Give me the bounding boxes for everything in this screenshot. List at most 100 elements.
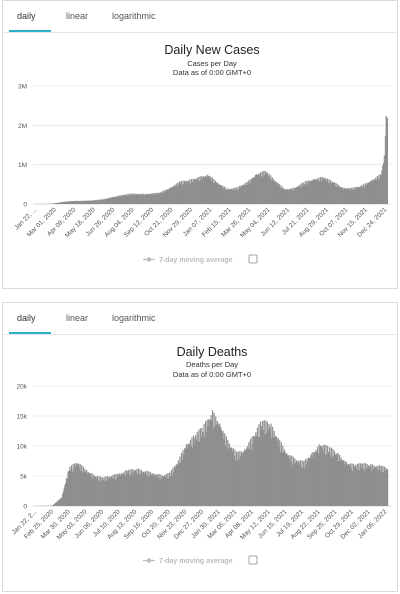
bar [313, 451, 315, 506]
bar [199, 428, 201, 506]
bar [241, 185, 243, 204]
bar [366, 464, 368, 506]
bar [271, 177, 273, 204]
bar [352, 187, 354, 204]
bar [224, 445, 227, 506]
bar [93, 200, 95, 204]
bar [104, 481, 106, 506]
bar [383, 466, 386, 506]
bar [227, 440, 229, 506]
bar [99, 476, 102, 506]
bar [189, 179, 191, 204]
bar [322, 179, 324, 204]
bar [343, 460, 345, 506]
bar [296, 461, 298, 506]
tab-linear[interactable]: linear [66, 313, 89, 323]
bar [198, 429, 200, 506]
bar [303, 461, 305, 506]
bar [147, 477, 149, 506]
bar [132, 469, 134, 506]
bar [119, 476, 121, 506]
bar [253, 176, 255, 204]
bar [358, 463, 360, 506]
bar [85, 200, 88, 204]
tab-daily[interactable]: daily [17, 11, 36, 21]
bar [133, 194, 135, 204]
bar [304, 181, 306, 204]
bar [384, 470, 386, 506]
bar [167, 189, 169, 204]
bar [337, 186, 339, 204]
bar [316, 452, 318, 506]
legend-label: 7-day moving average [159, 558, 233, 565]
bar [386, 117, 388, 204]
bar [126, 473, 129, 506]
bar [108, 476, 110, 506]
bar [150, 193, 152, 204]
bar [224, 190, 226, 204]
bar [131, 195, 133, 204]
bar [139, 469, 141, 506]
bar [150, 194, 153, 204]
bar [186, 447, 188, 506]
bar [193, 180, 195, 204]
bar [316, 178, 318, 204]
bar [129, 194, 132, 204]
bar [387, 469, 389, 506]
bar [331, 458, 333, 506]
bar [99, 199, 101, 204]
bar [368, 466, 371, 506]
legend[interactable]: 7-day moving average [143, 555, 258, 565]
tab-logarithmic[interactable]: logarithmic [112, 313, 156, 323]
tab-daily[interactable]: daily [17, 313, 36, 323]
bar [71, 471, 73, 506]
bar [54, 502, 57, 506]
bar [129, 469, 131, 506]
bar [195, 439, 198, 506]
bar [75, 200, 77, 204]
bar [365, 185, 367, 204]
bar [138, 194, 141, 204]
bar [382, 465, 384, 506]
bar [326, 181, 328, 204]
bar [140, 473, 142, 506]
tab-logarithmic[interactable]: logarithmic [112, 11, 156, 21]
bar [266, 172, 269, 204]
bar [327, 446, 329, 506]
bar [346, 188, 348, 204]
bar [158, 192, 160, 204]
bar [161, 193, 163, 204]
bar [227, 190, 229, 204]
bar [336, 461, 338, 506]
legend[interactable]: 7-day moving average [143, 254, 258, 264]
bar [74, 463, 76, 506]
bar [318, 444, 320, 506]
bar [175, 183, 177, 204]
bar [147, 194, 149, 204]
bar [310, 180, 313, 204]
bar [181, 459, 183, 506]
bar [301, 186, 304, 204]
bar [357, 186, 359, 204]
legend-checkbox[interactable] [248, 555, 258, 565]
bar [86, 473, 89, 506]
bar [99, 481, 101, 506]
bar [304, 459, 306, 506]
bar [377, 180, 379, 204]
bar [124, 471, 126, 506]
bar [124, 194, 126, 204]
bar [283, 188, 285, 204]
tab-linear[interactable]: linear [66, 11, 89, 21]
bar [176, 186, 178, 204]
bar [192, 435, 195, 506]
bar [230, 188, 233, 204]
bar [209, 419, 211, 506]
bar [80, 201, 82, 204]
bar [203, 423, 205, 506]
bar [239, 451, 241, 506]
legend-checkbox[interactable] [248, 254, 258, 264]
bar [112, 474, 114, 506]
bar [314, 179, 316, 204]
bar [339, 186, 341, 204]
bar [287, 189, 289, 204]
